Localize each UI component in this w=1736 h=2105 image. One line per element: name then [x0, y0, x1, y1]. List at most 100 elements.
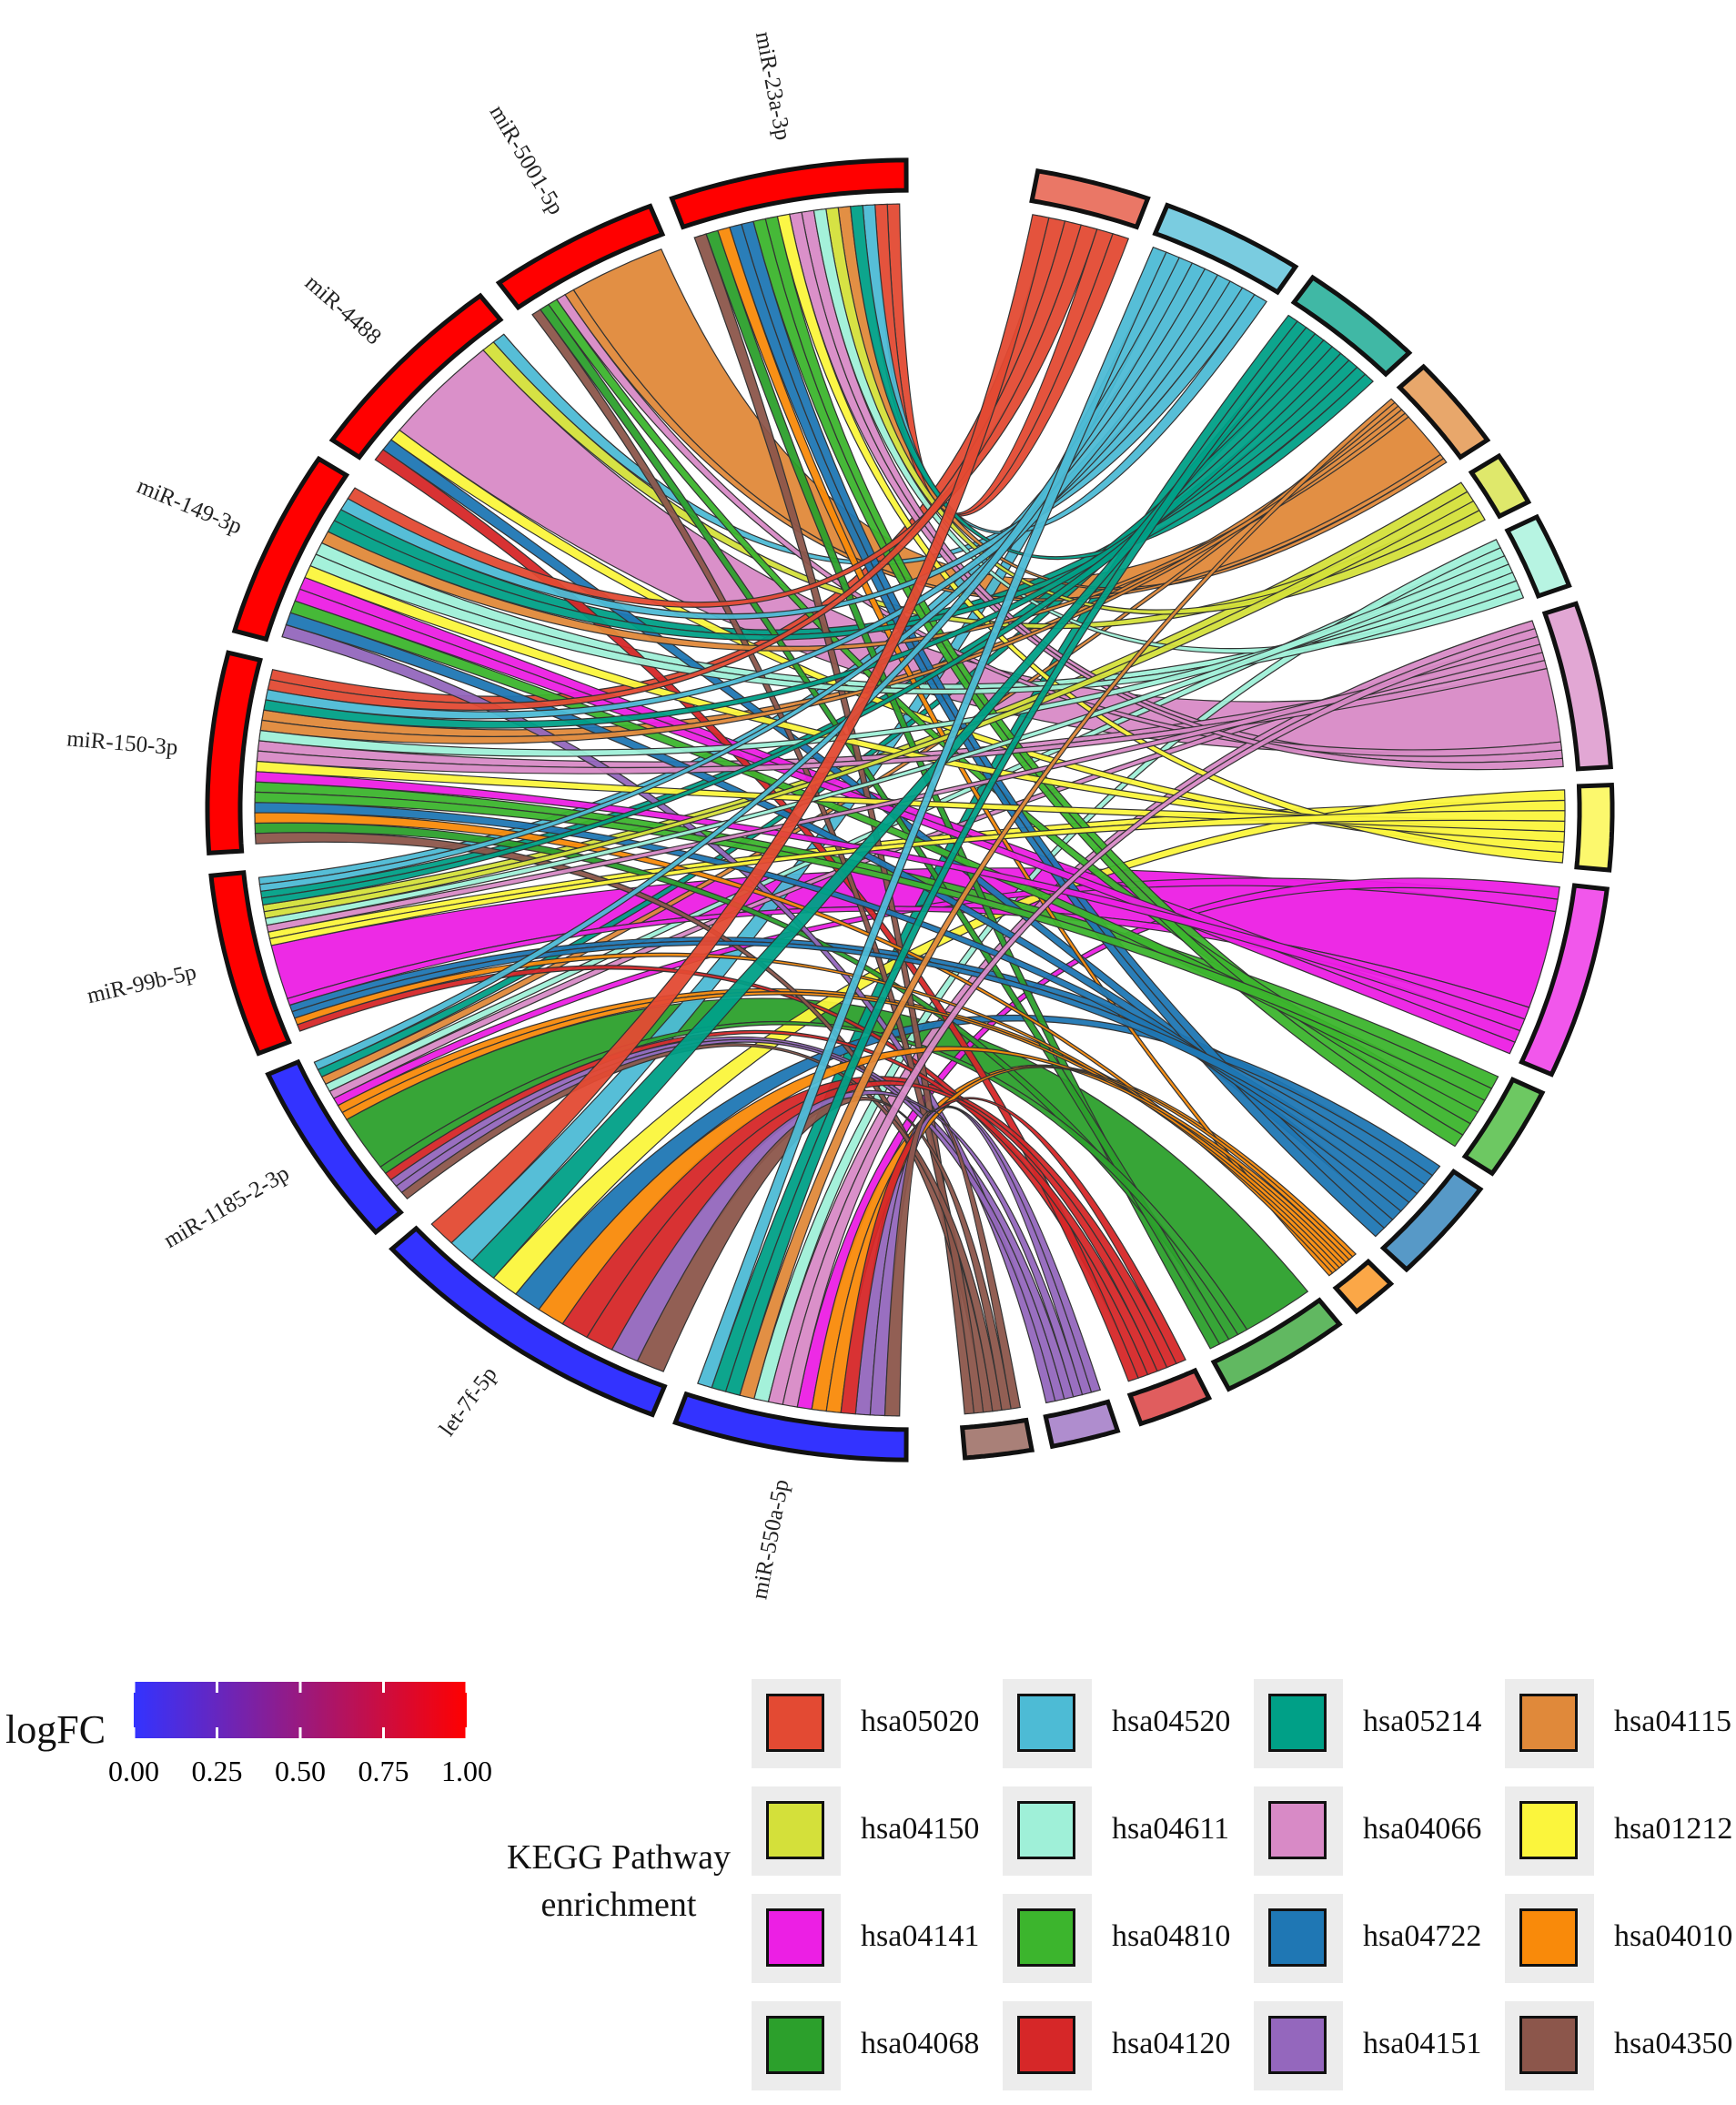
- legend-swatch: [766, 1801, 824, 1859]
- chord-miR-99b-5p-hsa04611: [264, 555, 1509, 926]
- chord-miR-99b-5p-hsa04010: [293, 952, 1340, 1271]
- chord-miR-1185-2-3p-hsa04010: [341, 991, 1344, 1269]
- legend-item-hsa04722: hsa04722: [1254, 1894, 1499, 1996]
- legend-item-hsa05214: hsa05214: [1254, 1679, 1499, 1781]
- legend-label: hsa04810: [1112, 1919, 1231, 1953]
- legend-label: hsa04068: [861, 2027, 980, 2060]
- legend-title-line1: KEGG Pathway: [507, 1838, 731, 1877]
- pathway-legend: hsa05020 hsa04520 hsa05214 hsa04115 hsa04150…: [752, 1679, 1736, 2105]
- mirna-label: miR-5001-5p: [485, 101, 569, 219]
- legend-swatch: [1017, 1801, 1075, 1859]
- legend-item-hsa04068: hsa04068: [752, 2001, 997, 2103]
- chord-miR-149-3p-hsa05020: [347, 224, 1098, 608]
- chord-let-7f-5p-hsa05020: [430, 214, 1050, 1244]
- legend-title-line2: enrichment: [540, 1886, 697, 1924]
- logfc-colorbar: 0.00 0.25 0.50 0.75 1.00: [108, 1682, 492, 1787]
- chord-miR-150-3p-hsa05214: [263, 352, 1350, 729]
- pathway-segment-hsa04010: [1332, 1258, 1395, 1315]
- chord-miR-99b-5p-hsa04722: [291, 940, 1426, 1195]
- chord-miR-149-3p-hsa04520: [339, 280, 1244, 621]
- chord-miR-150-3p-hsa05020: [267, 220, 1082, 711]
- mirna-segment-miR-23a-3p: [669, 157, 909, 230]
- legend-swatch: [1519, 1908, 1578, 1967]
- legend-key: [1254, 1786, 1343, 1876]
- chord-let-7f-5p-hsa01212: [492, 789, 1566, 1295]
- chord-miR-23a-3p-hsa05214: [850, 205, 1374, 561]
- legend-key: [1003, 1894, 1092, 1983]
- legend-item-hsa04350: hsa04350: [1505, 2001, 1736, 2103]
- pathway-segment-hsa04611: [1504, 513, 1572, 600]
- chord-miR-5001-5p-hsa04068: [539, 303, 1230, 1345]
- chord-miR-550a-5p-hsa04120: [840, 1097, 1186, 1415]
- legend-item-hsa04150: hsa04150: [752, 1786, 997, 1888]
- legend-key: [752, 1679, 841, 1768]
- legend-swatch: [1268, 1801, 1327, 1859]
- pathway-segment-hsa04520: [1152, 202, 1299, 296]
- legend-key: [1003, 1679, 1092, 1768]
- mirna-segment-miR-550a-5p: [672, 1391, 909, 1462]
- legend-item-hsa04141: hsa04141: [752, 1894, 997, 1996]
- colorbar-title: logFC: [5, 1707, 106, 1752]
- colorbar-tick-label: 0.00: [108, 1755, 159, 1787]
- legend-key: [1254, 2001, 1343, 2090]
- legend-swatch: [1268, 2016, 1327, 2074]
- legend-swatch: [1519, 1801, 1578, 1859]
- legend-key: [1254, 1679, 1343, 1768]
- pathway-segment-hsa04150: [1468, 452, 1532, 520]
- legend-label: hsa04350: [1614, 2027, 1733, 2060]
- chord-miR-149-3p-hsa05214: [327, 366, 1367, 641]
- chord-diagram: miR-23a-3p miR-5001-5p miR-4488 miR-149-3p m…: [66, 30, 1615, 1601]
- pathway-segment-hsa04141: [1519, 883, 1610, 1078]
- chord-miR-550a-5p-hsa04066: [782, 627, 1539, 1408]
- chord-miR-1185-2-3p-hsa04520: [313, 257, 1194, 1071]
- chord-miR-550a-5p-hsa04115: [739, 398, 1396, 1400]
- legend-label: hsa04150: [861, 1812, 980, 1846]
- legend-key: [1003, 1786, 1092, 1876]
- chord-miR-550a-5p-hsa04350: [883, 1110, 1022, 1417]
- legend-swatch: [766, 1694, 824, 1752]
- chord-miR-149-3p-hsa04115: [320, 412, 1409, 652]
- chord-miR-99b-5p-hsa05214: [260, 346, 1342, 906]
- mirna-segment-miR-150-3p: [205, 650, 263, 855]
- chord-miR-550a-5p-hsa04520: [697, 246, 1167, 1389]
- legend-key: [1505, 1679, 1594, 1768]
- legend-label: hsa04066: [1363, 1812, 1482, 1846]
- mirna-segment-let-7f-5p: [389, 1225, 668, 1418]
- legend-item-hsa05020: hsa05020: [752, 1679, 997, 1781]
- legend-item-hsa04611: hsa04611: [1003, 1786, 1248, 1888]
- mirna-label: let-7f-5p: [435, 1362, 502, 1441]
- pathway-segment-hsa04350: [959, 1417, 1035, 1461]
- mirna-segment-miR-5001-5p: [495, 203, 666, 311]
- mirna-label: miR-150-3p: [66, 726, 178, 760]
- legend-key: [1505, 1894, 1594, 1983]
- legend-item-hsa01212: hsa01212: [1505, 1786, 1736, 1888]
- chord-miR-5001-5p-hsa04810: [547, 299, 1479, 1125]
- mirna-label: miR-99b-5p: [85, 960, 198, 1009]
- legend-label: hsa04611: [1112, 1812, 1230, 1846]
- chord-miR-150-3p-hsa04115: [259, 409, 1407, 744]
- legend-key: [752, 2001, 841, 2090]
- chord-miR-5001-5p-hsa04115: [564, 288, 1445, 602]
- legend-swatch: [1017, 1908, 1075, 1967]
- legend-swatch: [1519, 2016, 1578, 2074]
- chord-miR-150-3p-hsa04010: [254, 812, 1337, 1274]
- legend-label: hsa04151: [1363, 2027, 1482, 2060]
- pathway-segment-hsa05214: [1290, 274, 1413, 378]
- chord-miR-99b-5p-hsa04066: [266, 643, 1543, 933]
- chord-miR-1185-2-3p-hsa04141: [332, 877, 1559, 1107]
- pathway-segment-hsa04115: [1396, 363, 1491, 460]
- colorbar-tick-label: 0.75: [358, 1755, 409, 1787]
- pathway-segment-hsa04120: [1126, 1367, 1213, 1427]
- legend-swatch: [1017, 1694, 1075, 1752]
- chord-let-7f-5p-hsa04010: [538, 1046, 1350, 1325]
- legend-swatch: [766, 1908, 824, 1967]
- chord-miR-149-3p-hsa01212: [304, 564, 1566, 843]
- legend-label: hsa05214: [1363, 1705, 1482, 1738]
- mirna-segment-miR-99b-5p: [208, 870, 292, 1057]
- chords-layer: [254, 203, 1566, 1417]
- chord-miR-150-3p-hsa01212: [255, 760, 1566, 833]
- chord-miR-23a-3p-hsa04722: [729, 223, 1386, 1238]
- legend-key: [1003, 2001, 1092, 2090]
- mirna-segment-miR-4488: [328, 292, 504, 460]
- chord-miR-150-3p-hsa04810: [254, 791, 1493, 1101]
